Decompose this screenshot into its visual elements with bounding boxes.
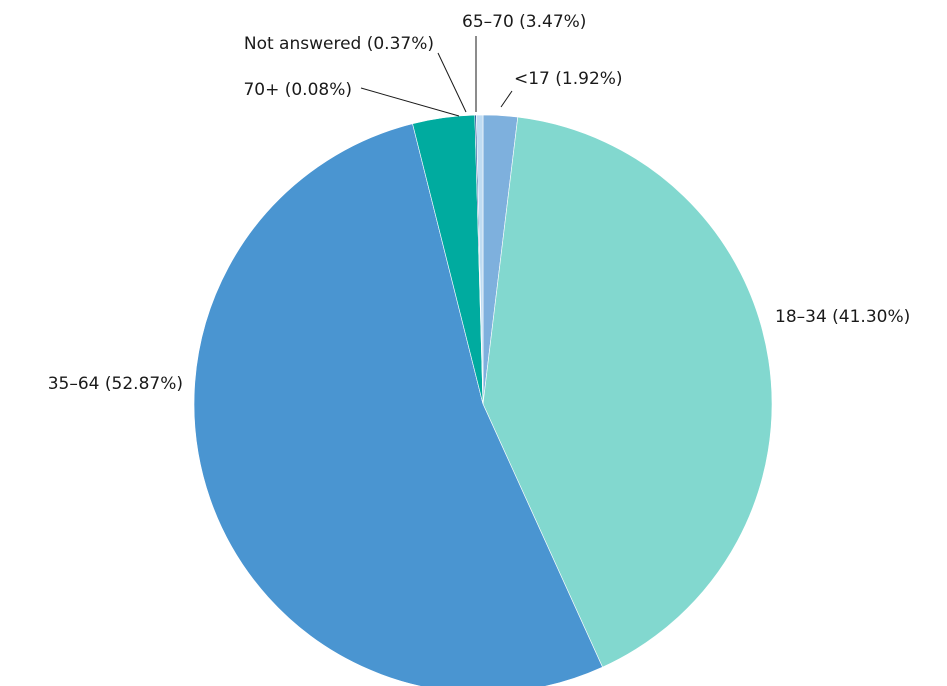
slice-label-18-34: 18–34 (41.30%) xyxy=(775,307,910,327)
slice-label-70-plus: 70+ (0.08%) xyxy=(243,80,352,100)
pie-slice-35-64 xyxy=(193,123,603,686)
pie-slice-18-34 xyxy=(482,116,773,668)
leader-lines xyxy=(360,36,513,117)
leader-line-under-17 xyxy=(500,90,513,108)
pie-slice-not-answered xyxy=(475,114,484,405)
leader-line-not-answered xyxy=(437,52,467,113)
slice-label-under-17: <17 (1.92%) xyxy=(514,69,623,89)
leader-line-70-plus xyxy=(360,87,460,117)
slice-label-65-70: 65–70 (3.47%) xyxy=(462,12,586,32)
slice-label-35-64: 35–64 (52.87%) xyxy=(48,374,183,394)
slice-label-not-answered: Not answered (0.37%) xyxy=(244,34,434,54)
slice-labels: <17 (1.92%) 18–34 (41.30%) 35–64 (52.87%… xyxy=(48,12,911,394)
pie-slices xyxy=(193,114,773,686)
